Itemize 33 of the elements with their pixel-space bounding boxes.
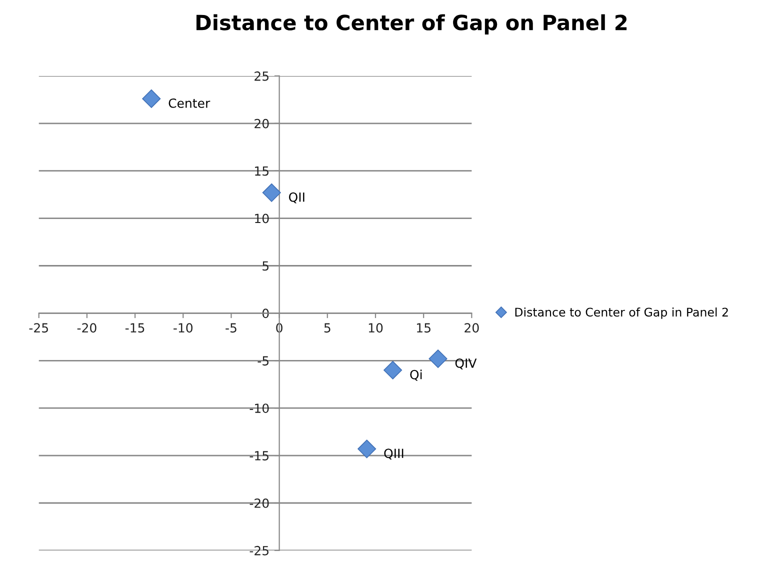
y-tick-label: 25 [254, 71, 268, 81]
y-tick-label: -10 [250, 404, 269, 414]
annotation: QIV [455, 358, 477, 370]
y-tick-label: 15 [255, 166, 268, 176]
y-tick-label: -25 [250, 546, 268, 556]
y-tick-label: -15 [250, 451, 268, 460]
x-tick-label: -20 [77, 323, 96, 333]
y-tick-label: 5 [262, 261, 268, 271]
x-tick-label: 0 [276, 323, 282, 333]
x-tick-label: 10 [368, 323, 383, 333]
legend-label: Distance to Center of Gap in Panel 2 [515, 307, 728, 319]
y-tick-label: 0 [262, 308, 269, 318]
x-tick-label: -15 [125, 323, 144, 333]
point [142, 89, 161, 108]
y-tick-label: 20 [254, 118, 269, 128]
y-tick-label: -20 [250, 498, 269, 508]
x-tick-label: -5 [226, 323, 236, 333]
x-tick-label: -10 [174, 323, 193, 333]
x-tick-label: 15 [417, 323, 430, 333]
x-tick-label: 5 [324, 323, 330, 333]
chart-title: Distance to Center of Gap on Panel 2 [196, 14, 627, 34]
annotation: Center [168, 98, 210, 108]
x-tick-label: -25 [29, 323, 48, 333]
point [358, 440, 376, 458]
annotation: Qi [410, 370, 422, 381]
annotation: QIII [384, 448, 404, 460]
point [428, 349, 448, 368]
y-tick-label: -5 [258, 356, 268, 366]
x-tick-label: 20 [464, 323, 479, 333]
annotation: QII [288, 192, 304, 204]
point [262, 183, 281, 202]
y-tick-label: 10 [255, 214, 269, 224]
point [384, 360, 402, 380]
